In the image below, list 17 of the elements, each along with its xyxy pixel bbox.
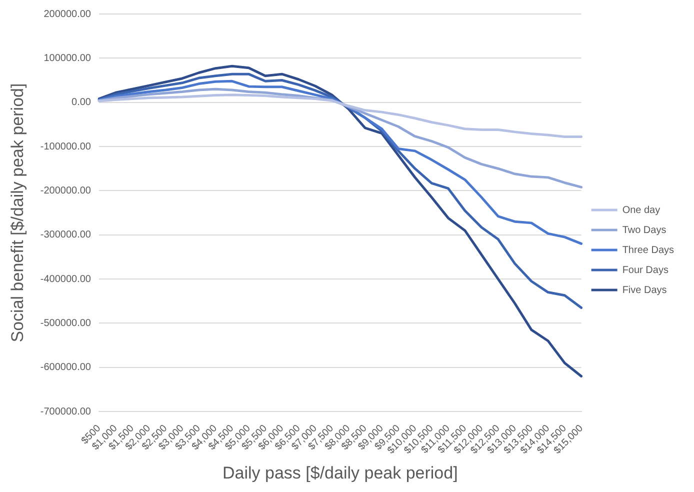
x-axis-title: Daily pass [$/daily peak period]: [222, 463, 458, 482]
y-tick-label: 100000.00: [44, 52, 92, 64]
y-tick-label: -400000.00: [40, 274, 92, 285]
y-tick-label: -600000.00: [40, 362, 92, 374]
legend-label: Four Days: [622, 264, 668, 276]
y-tick-label: -700000.00: [40, 406, 92, 418]
y-tick-label: -100000.00: [40, 141, 92, 152]
legend-label: Five Days: [622, 284, 667, 296]
y-tick-label: -300000.00: [40, 230, 92, 241]
y-tick-label: -200000.00: [40, 185, 92, 196]
legend-label: Two Days: [622, 224, 666, 236]
y-tick-label: 200000.00: [44, 8, 92, 20]
y-tick-label: 0.00: [72, 97, 92, 108]
y-tick-label: -500000.00: [40, 318, 92, 329]
y-axis-title: Social benefit [$/daily peak period]: [8, 83, 27, 342]
legend-label: Three Days: [622, 244, 674, 256]
legend-label: One day: [622, 204, 660, 216]
